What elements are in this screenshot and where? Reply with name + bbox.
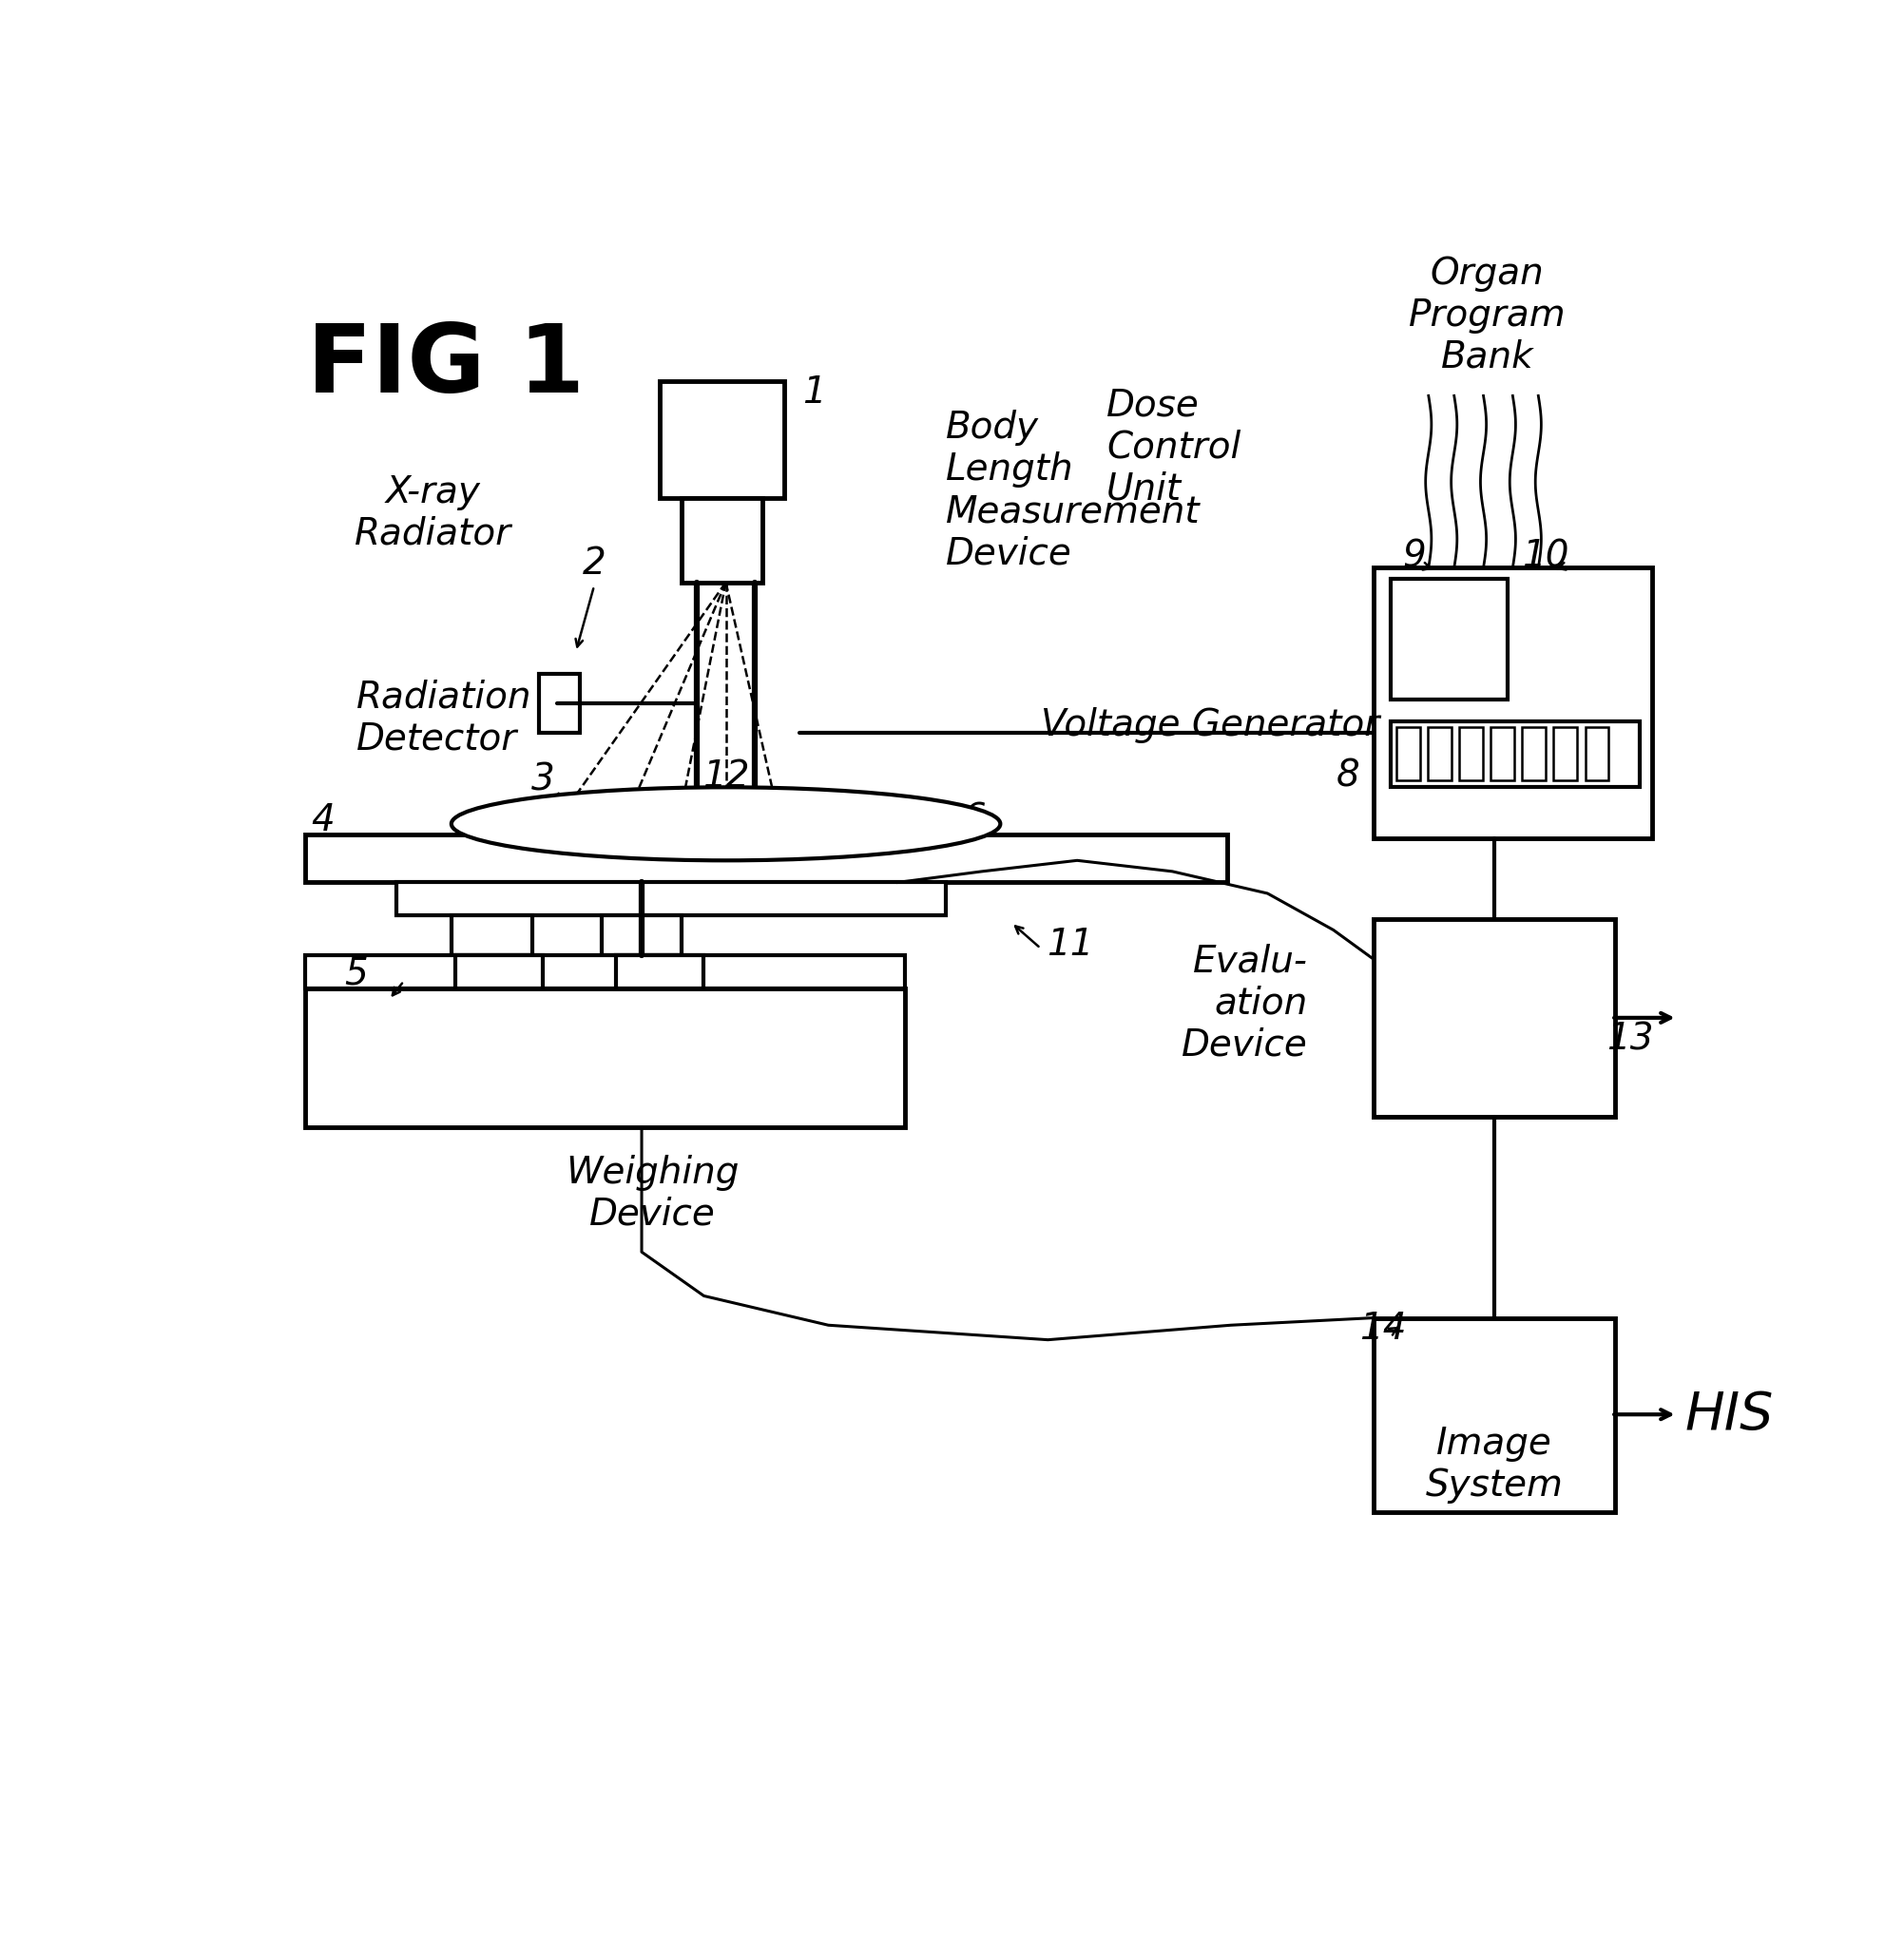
Text: FIG 1: FIG 1 — [307, 321, 585, 413]
Text: 3: 3 — [531, 763, 554, 798]
Bar — [1373, 919, 1615, 1117]
Bar — [305, 988, 904, 1127]
Bar — [1373, 1318, 1615, 1512]
Text: 14: 14 — [1359, 1311, 1407, 1348]
Bar — [396, 882, 946, 915]
Bar — [1521, 728, 1546, 780]
Text: 5: 5 — [345, 956, 367, 992]
Text: Radiation
Detector: Radiation Detector — [356, 679, 531, 757]
Bar — [539, 673, 579, 732]
Bar — [305, 835, 1228, 882]
Text: Organ
Program
Bank: Organ Program Bank — [1409, 256, 1565, 376]
Bar — [661, 381, 784, 499]
Bar — [305, 956, 904, 988]
Text: X-ray
Radiator: X-ray Radiator — [354, 473, 512, 552]
Text: Body
Length
Measurement
Device: Body Length Measurement Device — [946, 411, 1200, 571]
Text: Evalu-
ation
Device: Evalu- ation Device — [1182, 943, 1308, 1062]
Bar — [1390, 722, 1639, 786]
Text: Voltage Generator: Voltage Generator — [1041, 706, 1378, 743]
Text: 10: 10 — [1521, 538, 1569, 575]
Bar — [1554, 728, 1577, 780]
Text: 12: 12 — [703, 759, 750, 794]
Text: 11: 11 — [1047, 927, 1093, 962]
Text: HIS: HIS — [1685, 1389, 1773, 1440]
Bar — [1390, 579, 1508, 700]
Bar — [455, 956, 543, 988]
Bar — [1373, 567, 1653, 839]
Bar — [1491, 728, 1514, 780]
Text: 8: 8 — [1337, 759, 1359, 794]
Text: 13: 13 — [1607, 1021, 1653, 1058]
Text: 1: 1 — [802, 374, 826, 411]
Bar — [602, 915, 682, 956]
Text: Image
System: Image System — [1426, 1426, 1563, 1502]
Ellipse shape — [451, 786, 1000, 861]
Text: 4: 4 — [312, 802, 335, 839]
Bar — [617, 956, 704, 988]
Bar — [1458, 728, 1483, 780]
Bar — [682, 499, 762, 583]
Bar — [1396, 728, 1420, 780]
Text: 2: 2 — [583, 546, 605, 583]
Text: Dose
Control
Unit: Dose Control Unit — [1106, 387, 1241, 507]
Text: 6: 6 — [963, 802, 986, 839]
Text: Weighing
Device: Weighing Device — [565, 1154, 739, 1232]
Bar — [1586, 728, 1609, 780]
Text: 9: 9 — [1401, 538, 1426, 575]
Text: 7: 7 — [546, 810, 569, 845]
Bar — [1428, 728, 1451, 780]
Bar — [451, 915, 531, 956]
